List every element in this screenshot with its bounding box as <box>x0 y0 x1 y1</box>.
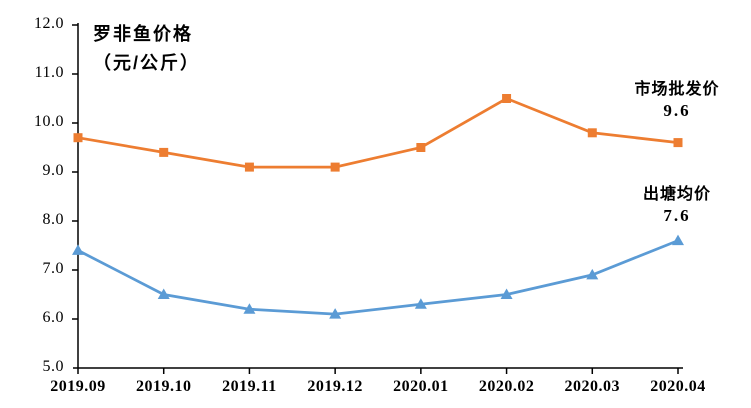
x-axis-tick-label: 2019.11 <box>222 378 277 395</box>
y-axis-tick-label: 8.0 <box>42 211 64 228</box>
square-data-point-marker <box>73 133 83 143</box>
series-label-pond: 出塘均价 7.6 <box>612 185 742 227</box>
x-axis-tick-label: 2020.04 <box>650 378 706 395</box>
series-label-wholesale: 市场批发价 9.6 <box>612 80 742 122</box>
square-data-point-marker <box>330 162 340 172</box>
y-axis-tick-label: 9.0 <box>42 162 64 179</box>
series-label-pond-name: 出塘均价 <box>642 186 711 203</box>
y-axis-tick-label: 12.0 <box>34 15 64 32</box>
triangle-data-point-marker <box>500 288 513 299</box>
square-data-point-marker <box>587 128 597 138</box>
square-data-point-marker <box>502 94 512 103</box>
chart-title: 罗非鱼价格 （元/公斤） <box>93 20 200 78</box>
y-axis-tick-label: 5.0 <box>42 358 64 375</box>
x-axis-tick-label: 2020.02 <box>478 378 535 395</box>
x-axis-tick-label: 2020.03 <box>564 378 621 395</box>
y-axis-tick-label: 10.0 <box>34 113 64 130</box>
x-axis-tick-label: 2019.09 <box>50 378 106 395</box>
triangle-data-point-marker <box>157 288 170 299</box>
square-data-point-marker <box>416 143 426 152</box>
series-label-wholesale-value: 9.6 <box>663 101 691 120</box>
series-label-pond-value: 7.6 <box>663 206 691 225</box>
triangle-data-point-marker <box>243 303 256 314</box>
triangle-data-point-marker <box>586 268 599 280</box>
y-axis-tick-label: 6.0 <box>42 309 64 326</box>
chart-title-line2: （元/公斤） <box>93 53 201 73</box>
square-data-point-marker <box>673 138 683 148</box>
x-axis-tick-label: 2020.01 <box>393 378 449 395</box>
wholesale-price-line <box>77 96 679 169</box>
triangle-data-point-marker <box>329 308 342 319</box>
series-label-wholesale-name: 市场批发价 <box>634 81 720 98</box>
pond-price-line <box>77 239 679 316</box>
square-data-point-marker <box>159 147 169 157</box>
x-axis-tick-label: 2019.10 <box>135 378 192 395</box>
y-axis-tick-label: 7.0 <box>42 260 64 277</box>
triangle-data-point-marker <box>72 244 84 255</box>
triangle-data-point-marker <box>672 234 684 246</box>
triangle-data-point-marker <box>414 298 427 309</box>
square-data-point-marker <box>244 162 254 172</box>
x-axis-tick-label: 2019.12 <box>307 378 363 395</box>
chart-title-line1: 罗非鱼价格 <box>93 24 193 44</box>
y-axis-tick-label: 11.0 <box>34 64 64 81</box>
